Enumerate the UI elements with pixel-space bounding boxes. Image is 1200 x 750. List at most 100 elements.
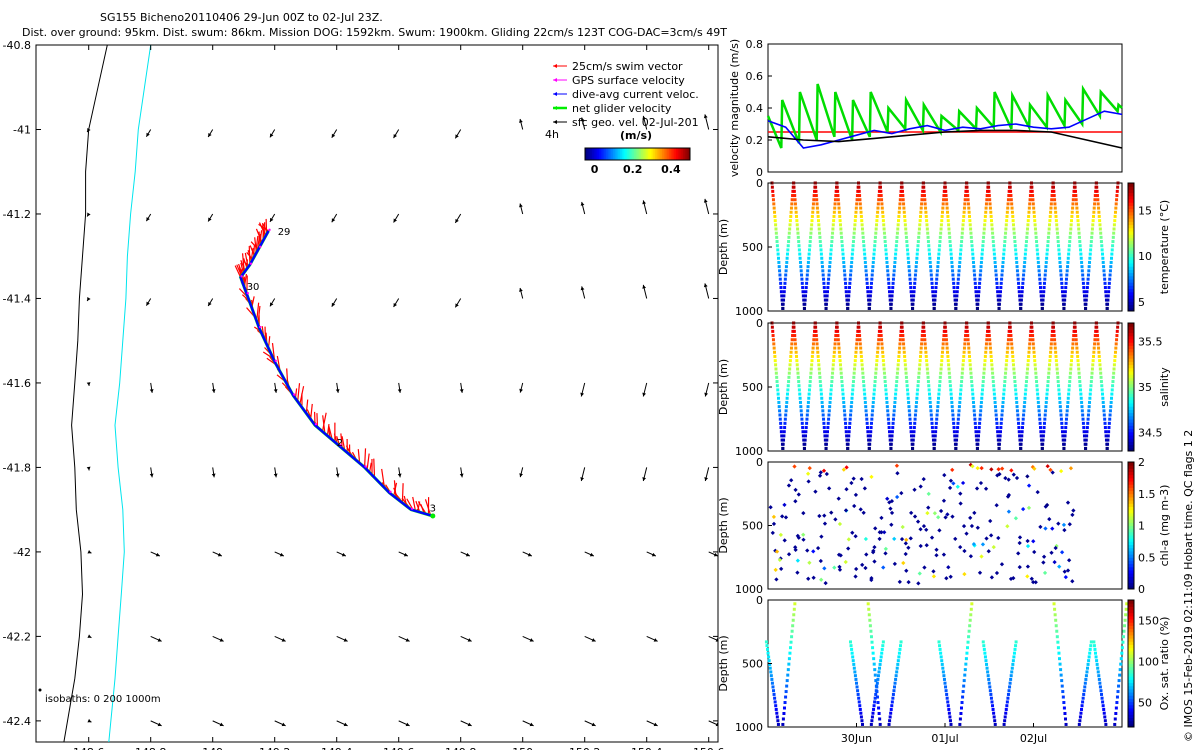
- section-point: [942, 334, 946, 338]
- section-point: [843, 559, 848, 565]
- section-point: [787, 371, 791, 375]
- section-point: [961, 227, 965, 231]
- section-point: [1024, 384, 1028, 388]
- legend-colorbar-cell: [595, 148, 598, 160]
- colorbar-cell: [1128, 269, 1134, 274]
- section-point: [886, 277, 890, 281]
- section-point: [966, 338, 970, 342]
- section-point: [1044, 265, 1048, 269]
- section-point: [998, 294, 1002, 298]
- section-point: [1019, 446, 1023, 450]
- section-point: [1050, 198, 1054, 202]
- section-point: [895, 380, 899, 384]
- velocity-ytick-label: 0.6: [746, 70, 764, 83]
- section-point: [1099, 231, 1103, 235]
- section-point: [864, 409, 868, 413]
- section-point: [907, 409, 911, 413]
- section-point: [1061, 294, 1065, 298]
- section-point: [866, 290, 870, 294]
- section-point: [908, 421, 912, 425]
- section-point: [848, 417, 852, 421]
- section-point: [1056, 235, 1060, 239]
- section-point: [1088, 647, 1092, 651]
- colorbar-cell: [1128, 243, 1134, 248]
- section-point: [796, 492, 801, 497]
- section-point: [936, 515, 941, 520]
- section-point: [837, 210, 841, 214]
- section-point: [963, 198, 967, 202]
- section-point: [904, 367, 908, 371]
- section-point: [1026, 363, 1030, 367]
- section-point: [1014, 396, 1018, 400]
- section-point: [1092, 644, 1096, 648]
- section-point: [838, 223, 842, 227]
- section-point: [962, 354, 966, 358]
- colorbar-cell: [1128, 576, 1134, 580]
- section-point: [824, 446, 828, 450]
- section-point: [1032, 346, 1036, 350]
- section-point: [1082, 426, 1086, 430]
- section-point: [982, 375, 986, 379]
- section-point: [987, 681, 991, 685]
- section-point: [1048, 359, 1052, 363]
- section-point: [1025, 371, 1029, 375]
- section-point: [903, 354, 907, 358]
- section-point: [1057, 564, 1062, 569]
- section-point: [980, 256, 984, 260]
- section-point: [1065, 500, 1071, 505]
- section-point: [836, 194, 840, 198]
- section-point: [838, 354, 842, 358]
- section-point: [911, 442, 915, 446]
- section-point: [871, 409, 875, 413]
- section-point: [1068, 466, 1074, 471]
- section-point: [953, 294, 957, 298]
- section-point: [788, 646, 792, 650]
- geo-velocity-arrow: [273, 382, 278, 393]
- section-point: [996, 535, 1001, 541]
- section-point: [1088, 260, 1092, 264]
- section-point: [1085, 434, 1089, 438]
- section-point: [944, 189, 948, 193]
- section-point: [793, 342, 797, 346]
- section-point: [785, 400, 789, 404]
- section-point: [774, 707, 778, 711]
- section-point: [1049, 206, 1053, 210]
- section-point: [980, 396, 984, 400]
- section-point: [1075, 342, 1079, 346]
- section-point: [1031, 198, 1035, 202]
- section-point: [965, 651, 969, 655]
- section-point: [870, 417, 874, 421]
- section-point: [881, 219, 885, 223]
- section-point: [851, 384, 855, 388]
- section-point: [879, 655, 883, 659]
- section-point: [959, 244, 963, 248]
- section-point: [805, 421, 809, 425]
- section-point: [892, 536, 897, 542]
- section-point: [804, 430, 808, 434]
- section-point: [1021, 421, 1025, 425]
- section-point: [998, 438, 1002, 442]
- colorbar-cell: [1128, 215, 1134, 219]
- gps-fix: [249, 262, 253, 265]
- colorbar-tick-label: 100: [1138, 655, 1159, 668]
- section-point: [859, 346, 863, 350]
- section-point: [829, 252, 833, 256]
- section-point: [999, 286, 1003, 290]
- section-point: [892, 409, 896, 413]
- section-point: [1103, 421, 1107, 425]
- section-point: [920, 202, 924, 206]
- section-point: [893, 405, 897, 409]
- section-point: [1054, 219, 1058, 223]
- section-point: [1078, 719, 1082, 723]
- section-point: [1115, 701, 1119, 705]
- section-point: [949, 392, 953, 396]
- section-point: [1009, 334, 1013, 338]
- section-point: [1005, 704, 1009, 708]
- section-point: [938, 647, 942, 651]
- section-point: [774, 549, 780, 554]
- section-point: [870, 640, 874, 644]
- colorbar-cell: [1128, 438, 1134, 442]
- section-point: [914, 269, 918, 273]
- section-point: [1065, 413, 1069, 417]
- section-point: [1033, 219, 1037, 223]
